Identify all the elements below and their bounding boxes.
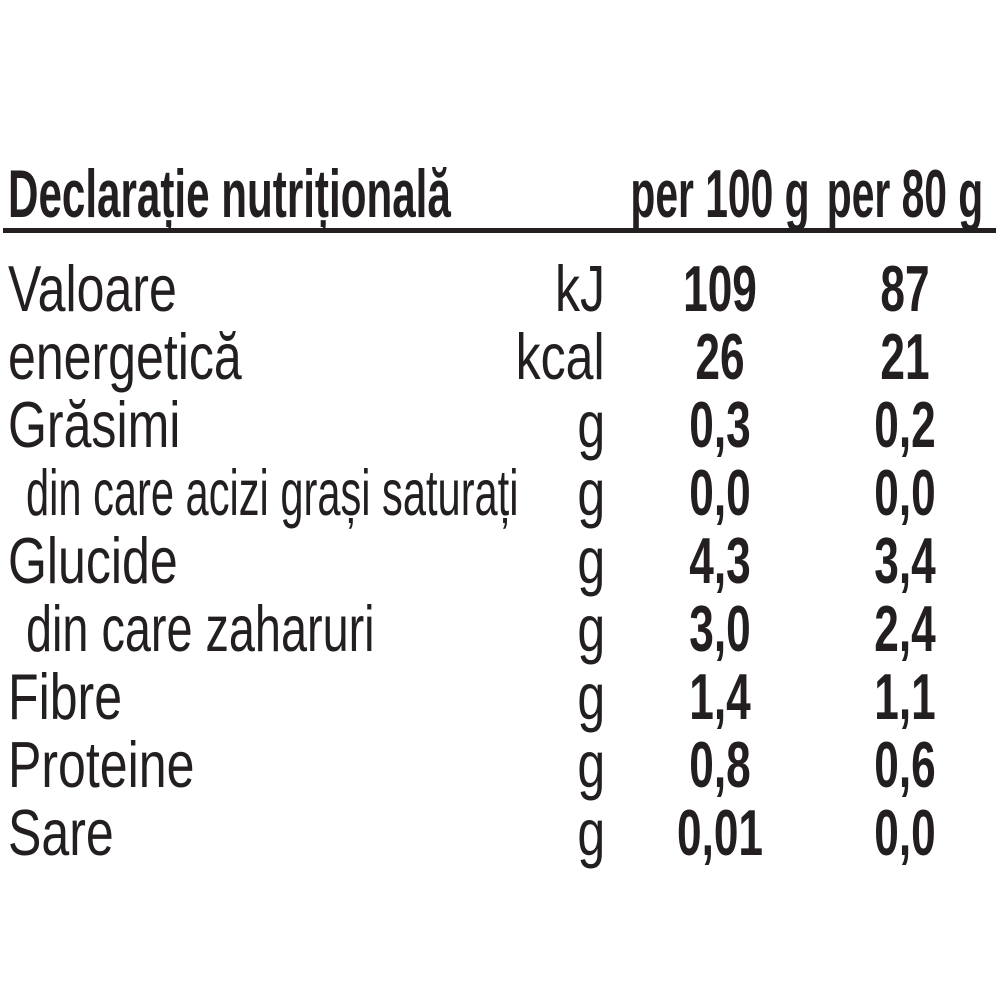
row-label: energetică [8,320,242,393]
row-label: Sare [8,796,114,869]
row-unit: kcal [515,320,605,393]
row-unit: g [577,796,605,869]
value-per-80g: 0,6 [874,728,936,801]
value-per-100g: 0,0 [689,456,751,529]
row-label: Grăsimi [8,388,181,461]
table-row: energetică kcal 26 21 [0,324,1000,392]
value-per-80g: 2,4 [874,592,936,665]
column-header-per-100g: per 100 g [630,156,810,232]
value-per-100g: 109 [683,252,757,325]
value-per-100g: 0,8 [689,728,751,801]
value-per-80g: 21 [880,320,930,393]
header-divider [3,228,996,233]
table-row: Fibre g 1,4 1,1 [0,664,1000,732]
table-row: Glucide g 4,3 3,4 [0,528,1000,596]
value-per-100g: 1,4 [689,660,751,733]
row-unit: kJ [554,252,605,325]
table-row: Grăsimi g 0,3 0,2 [0,392,1000,460]
row-unit: g [577,456,605,529]
column-header-per-80g: per 80 g [826,156,984,232]
table-row: din care acizi grași saturați g 0,0 0,0 [0,460,1000,528]
table-row: Proteine g 0,8 0,6 [0,732,1000,800]
value-per-100g: 26 [695,320,745,393]
value-per-100g: 0,01 [676,796,764,869]
value-per-80g: 0,2 [874,388,936,461]
table-row: Valoare kJ 109 87 [0,256,1000,324]
row-label: din care acizi grași saturați [26,456,519,529]
value-per-100g: 0,3 [689,388,751,461]
value-per-80g: 87 [880,252,930,325]
value-per-80g: 3,4 [874,524,936,597]
value-per-80g: 1,1 [874,660,936,733]
value-per-80g: 0,0 [874,796,936,869]
table-title: Declarație nutrițională [8,156,451,232]
table-row: din care zaharuri g 3,0 2,4 [0,596,1000,664]
row-label: Fibre [8,660,123,733]
row-unit: g [577,660,605,733]
value-per-100g: 3,0 [689,592,751,665]
row-label: Proteine [8,728,195,801]
row-label: Valoare [8,252,177,325]
row-unit: g [577,388,605,461]
value-per-80g: 0,0 [874,456,936,529]
row-unit: g [577,728,605,801]
row-unit: g [577,524,605,597]
table-row: Sare g 0,01 0,0 [0,800,1000,868]
row-unit: g [577,592,605,665]
value-per-100g: 4,3 [689,524,751,597]
row-label: din care zaharuri [26,592,375,665]
row-label: Glucide [8,524,178,597]
